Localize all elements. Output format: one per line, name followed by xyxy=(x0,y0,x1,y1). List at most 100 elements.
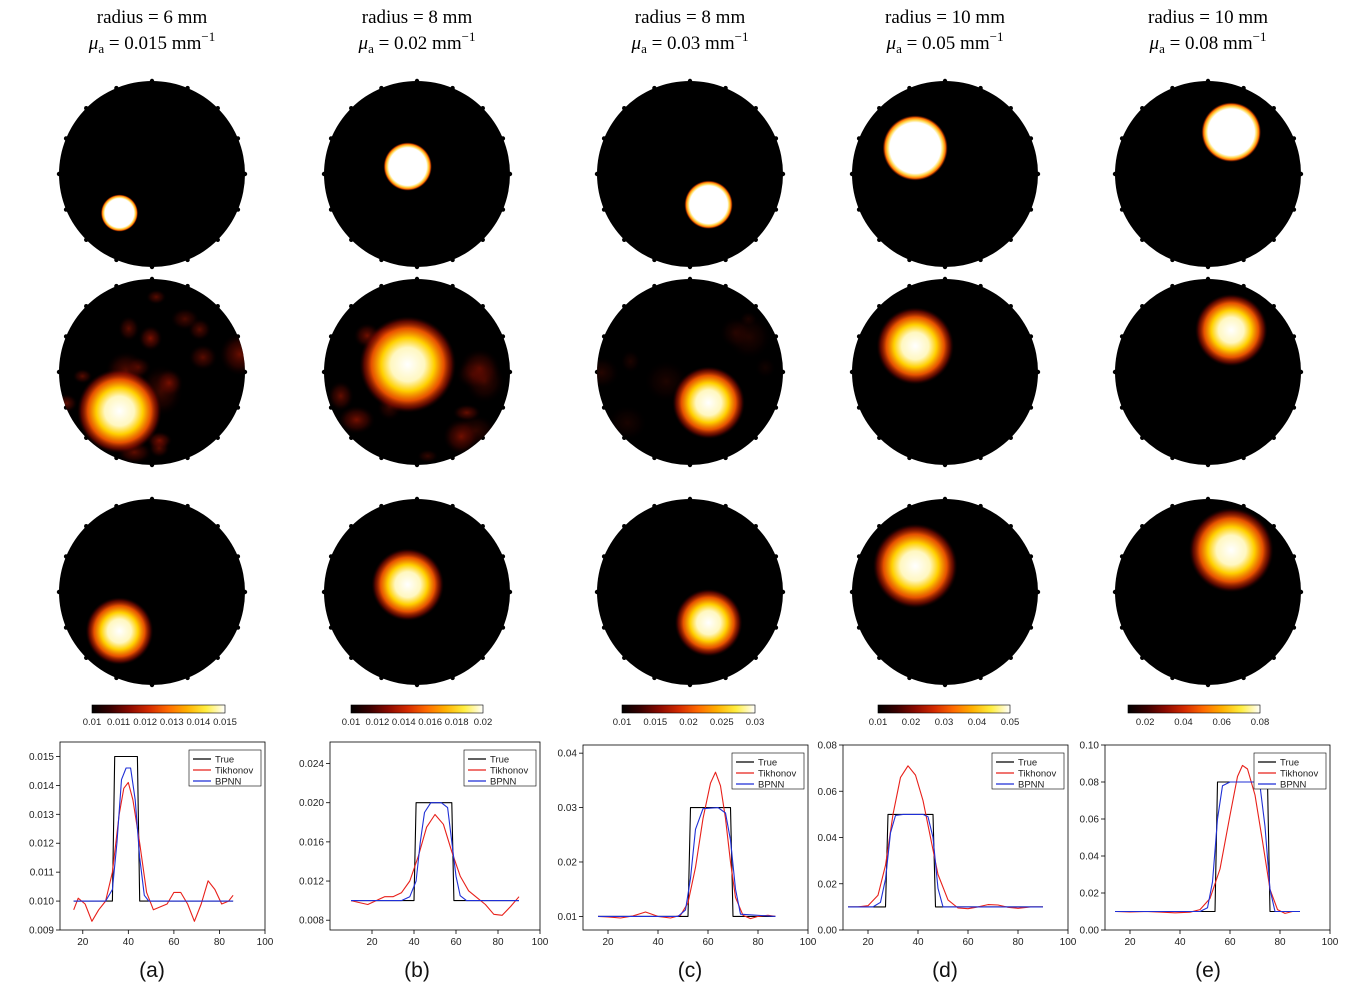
x-tick-label: 40 xyxy=(652,937,664,948)
boundary-marker xyxy=(149,276,155,282)
boundary-marker xyxy=(652,257,657,263)
boundary-marker xyxy=(1205,78,1211,84)
boundary-marker xyxy=(1170,283,1175,289)
boundary-marker xyxy=(349,304,354,309)
boundary-marker xyxy=(63,334,69,339)
boundary-marker xyxy=(480,237,485,242)
boundary-marker xyxy=(753,304,758,309)
absorber-hotspot xyxy=(674,588,743,657)
series-line-bpnn xyxy=(598,807,776,917)
boundary-marker xyxy=(652,455,657,461)
boundary-marker xyxy=(942,78,948,84)
boundary-marker xyxy=(942,276,948,282)
legend-entry: True xyxy=(215,755,234,766)
boundary-marker xyxy=(215,106,220,111)
panel-title-mu: μa = 0.05 mm−1 xyxy=(886,29,1004,56)
boundary-marker xyxy=(149,682,155,688)
boundary-marker xyxy=(114,283,119,289)
plot-frame xyxy=(59,741,266,931)
boundary-marker xyxy=(379,257,384,263)
colorbar-tick-label: 0.016 xyxy=(418,717,442,728)
reconstruction-map xyxy=(594,78,786,270)
profile-plot: 20 40 60 80 100 0.009 0.010 0.011 0.012 0.013 0.01… xyxy=(29,741,274,948)
mu-exponent: −1 xyxy=(462,29,476,44)
boundary-marker xyxy=(507,369,513,375)
legend-entry: BPNN xyxy=(1018,780,1045,791)
colorbar-tick-label: 0.014 xyxy=(392,717,416,728)
plot-frame xyxy=(329,741,541,931)
boundary-marker xyxy=(753,655,758,660)
noise-artifact xyxy=(452,404,481,422)
y-tick-label: 0.06 xyxy=(1080,815,1100,826)
y-tick-label: 0.012 xyxy=(299,877,324,888)
panel-title-radius: radius = 6 mm xyxy=(97,7,208,28)
colorbar-tick-label: 0.012 xyxy=(366,717,390,728)
boundary-marker xyxy=(1170,503,1175,509)
mu-exponent: −1 xyxy=(990,29,1004,44)
panel-label: (d) xyxy=(932,959,958,982)
absorber-hotspot xyxy=(684,180,733,229)
boundary-marker xyxy=(773,405,779,410)
boundary-marker xyxy=(601,554,607,559)
boundary-marker xyxy=(450,283,455,289)
absorber-hotspot xyxy=(85,597,154,665)
x-tick-label: 20 xyxy=(1124,937,1136,948)
boundary-marker xyxy=(480,304,485,309)
x-tick-label: 20 xyxy=(77,937,89,948)
boundary-marker xyxy=(1170,85,1175,91)
absorber-hotspot xyxy=(383,142,432,191)
colorbar-tick-label: 0.02 xyxy=(679,717,698,728)
boundary-marker xyxy=(1291,405,1297,410)
boundary-marker xyxy=(1140,304,1145,309)
boundary-marker xyxy=(328,334,334,339)
boundary-marker xyxy=(1170,455,1175,461)
boundary-marker xyxy=(687,496,693,502)
boundary-marker xyxy=(114,503,119,509)
boundary-marker xyxy=(1008,655,1013,660)
x-tick-label: 100 xyxy=(1322,937,1339,948)
boundary-marker xyxy=(1008,435,1013,440)
legend-entry: BPNN xyxy=(1280,780,1307,791)
series-line-tikhonov xyxy=(848,765,1043,910)
legend-entry: True xyxy=(490,755,509,766)
colorbar-tick-label: 0.01 xyxy=(613,717,632,728)
legend-entry: Tikhonov xyxy=(1280,769,1318,780)
boundary-marker xyxy=(907,455,912,461)
colorbar-gradient xyxy=(621,704,756,714)
colorbar: 0.01 0.012 0.014 0.016 0.018 0.02 xyxy=(342,704,492,728)
mu-symbol: μ xyxy=(88,33,99,54)
boundary-marker xyxy=(1112,171,1118,177)
boundary-marker xyxy=(1291,334,1297,339)
boundary-marker xyxy=(601,136,607,141)
noise-artifact xyxy=(464,359,505,403)
x-tick-label: 80 xyxy=(1012,937,1024,948)
boundary-marker xyxy=(450,257,455,263)
boundary-marker xyxy=(414,496,420,502)
boundary-marker xyxy=(942,264,948,270)
colorbar: 0.01 0.02 0.03 0.04 0.05 xyxy=(869,704,1020,728)
legend-box xyxy=(731,752,805,790)
boundary-marker xyxy=(328,554,334,559)
boundary-marker xyxy=(235,554,241,559)
boundary-marker xyxy=(780,369,786,375)
y-tick-label: 0.08 xyxy=(818,741,838,752)
reconstruction-map xyxy=(849,496,1041,688)
boundary-marker xyxy=(773,334,779,339)
colorbar-tick-label: 0.08 xyxy=(1251,717,1270,728)
x-tick-label: 100 xyxy=(800,937,817,948)
colorbar-tick-label: 0.05 xyxy=(1001,717,1020,728)
boundary-marker xyxy=(1028,207,1034,212)
mu-symbol: μ xyxy=(631,33,642,54)
mu-symbol: μ xyxy=(1149,33,1160,54)
legend-box xyxy=(188,749,262,787)
noise-artifact xyxy=(155,369,183,397)
colorbar-tick-label: 0.015 xyxy=(643,717,667,728)
boundary-marker xyxy=(1140,435,1145,440)
boundary-marker xyxy=(687,276,693,282)
boundary-marker xyxy=(235,405,241,410)
boundary-marker xyxy=(63,554,69,559)
boundary-marker xyxy=(480,655,485,660)
boundary-marker xyxy=(1205,496,1211,502)
x-tick-label: 80 xyxy=(752,937,764,948)
